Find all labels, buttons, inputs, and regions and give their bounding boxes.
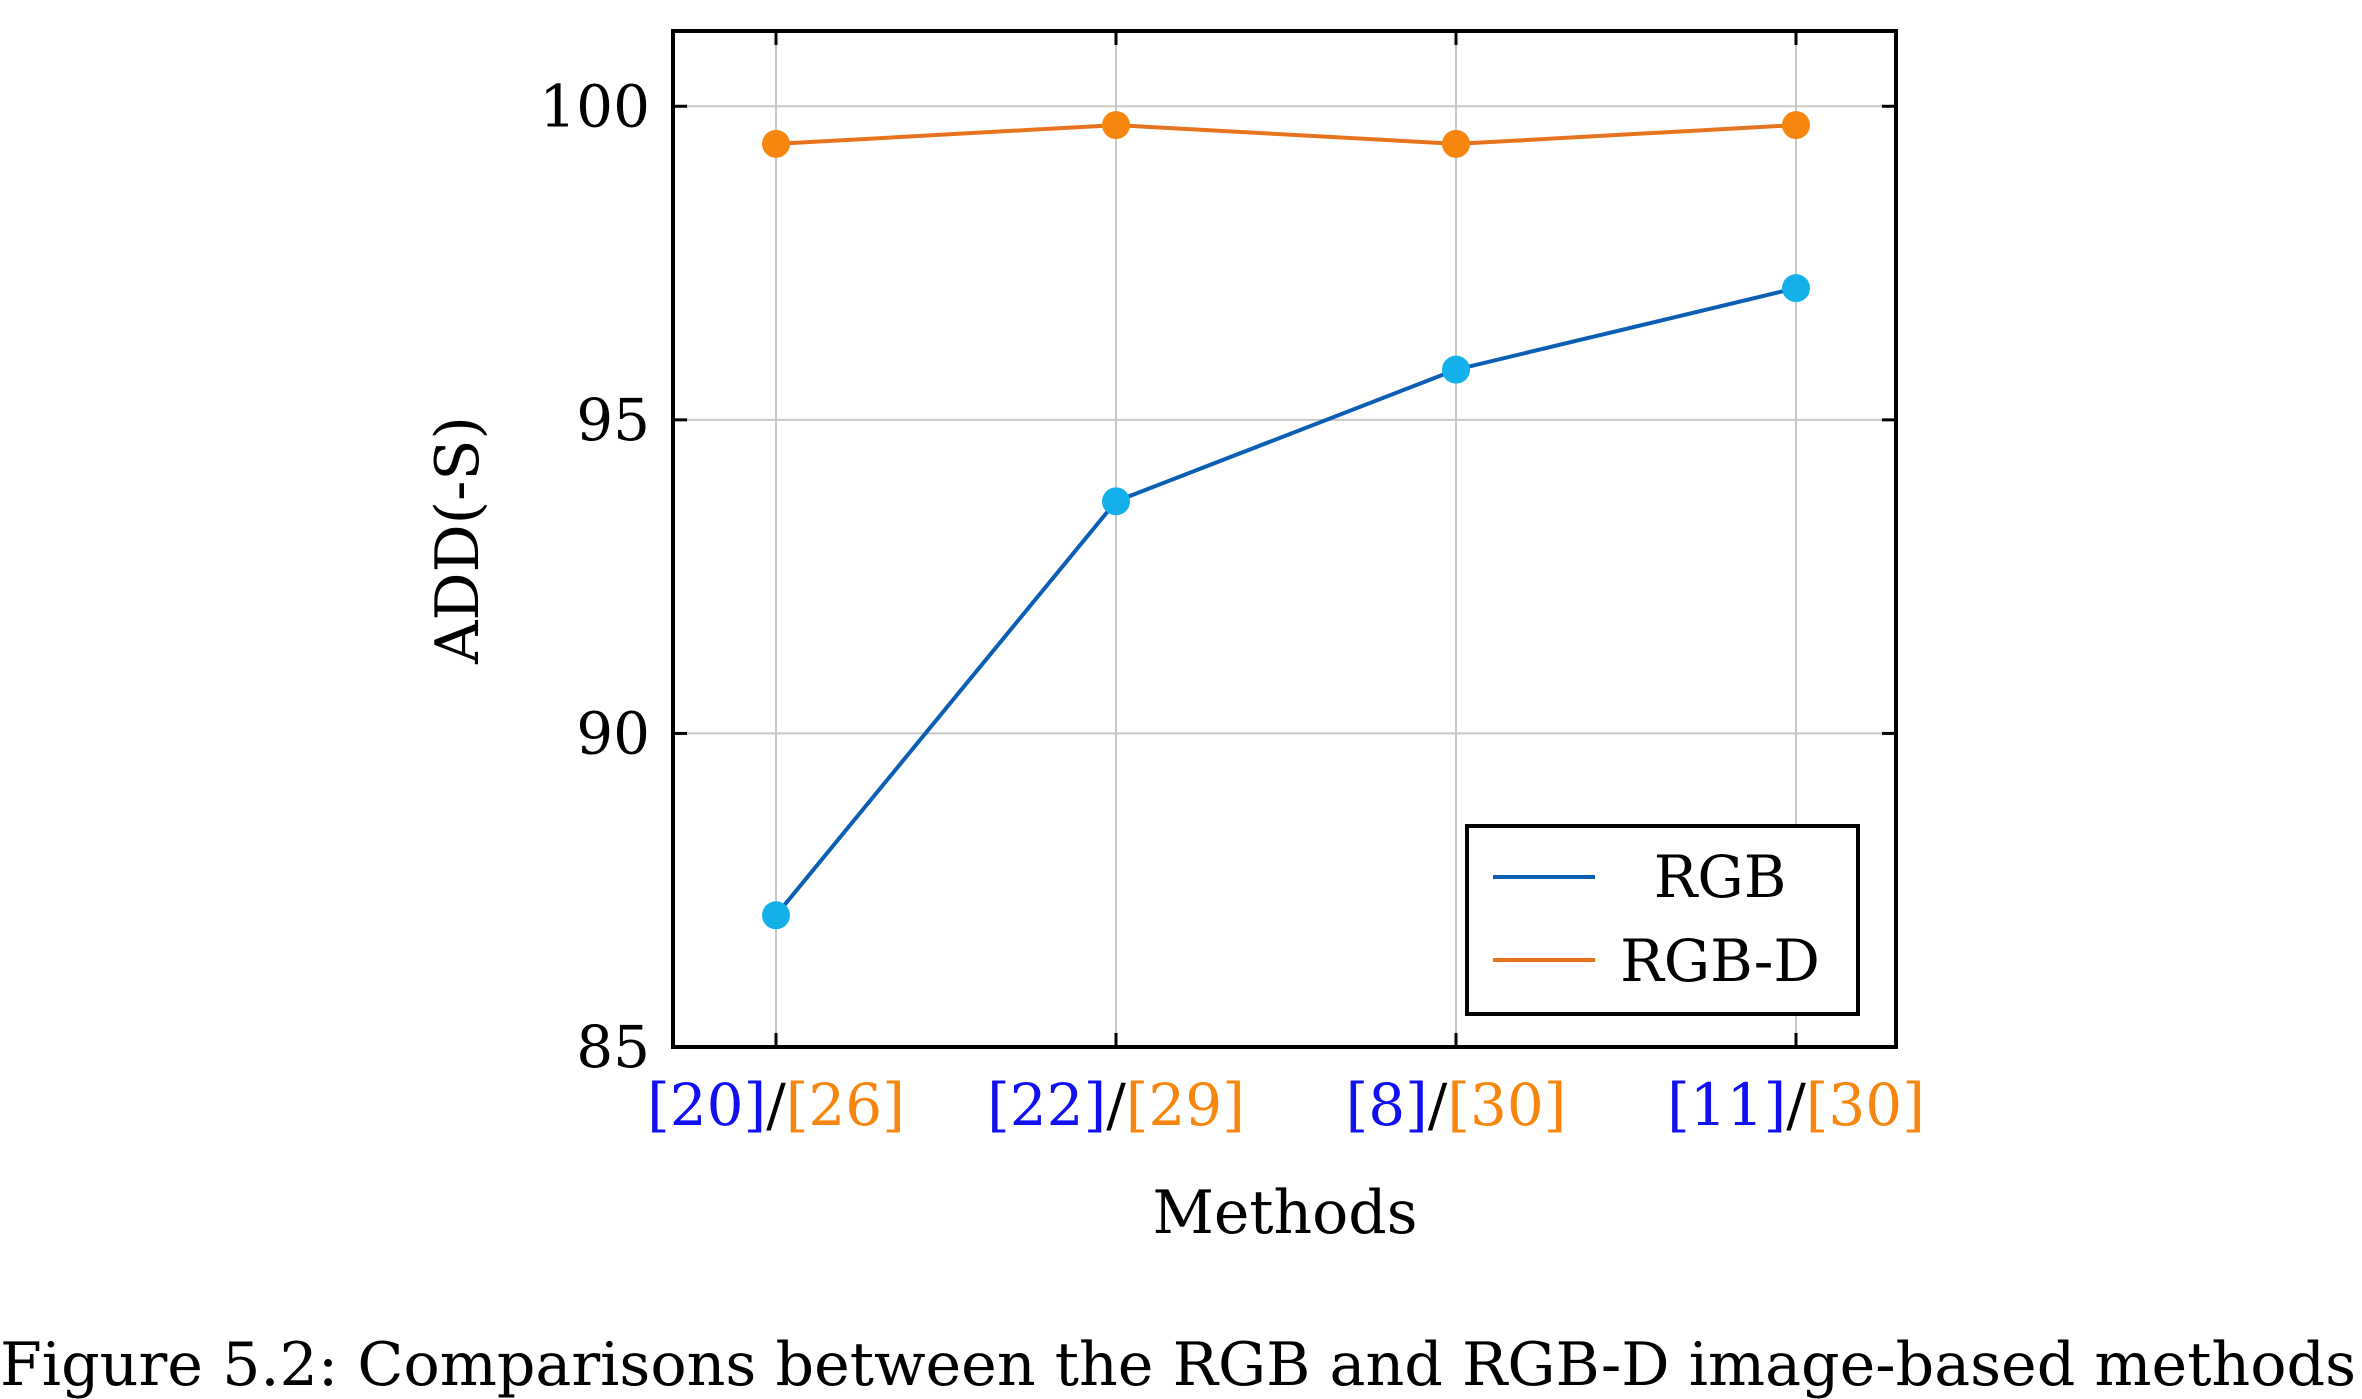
y-axis-ticks: 85 90 95 100 <box>539 72 1896 1081</box>
x-tick-label-part-3-2: [30] <box>1806 1071 1925 1139</box>
legend-label-rgb: RGB <box>1654 843 1787 911</box>
data-point-RGB-D-1 <box>1102 111 1130 140</box>
x-tick-label-1: [22]/[29] <box>987 1071 1245 1139</box>
x-tick-label-part-3-1: / <box>1786 1071 1806 1139</box>
legend-label-rgb-d: RGB-D <box>1620 927 1820 995</box>
y-tick-label-85: 85 <box>576 1013 650 1081</box>
x-tick-label-2: [8]/[30] <box>1346 1071 1567 1139</box>
x-tick-label-part-2-2: [30] <box>1447 1071 1566 1139</box>
series-line-RGB <box>774 286 1797 917</box>
x-tick-label-part-2-0: [8] <box>1346 1071 1428 1139</box>
x-axis-title: Methods <box>1152 1178 1417 1248</box>
y-tick-label-100: 100 <box>539 72 650 140</box>
x-tick-label-part-0-2: [26] <box>786 1071 905 1139</box>
legend: RGB RGB-D <box>1465 824 1860 1016</box>
x-tick-label-part-0-1: / <box>766 1071 786 1139</box>
data-point-RGB-D-2 <box>1442 129 1470 158</box>
plot-frame <box>671 29 1898 1049</box>
data-point-RGB-0 <box>762 901 790 930</box>
x-tick-label-part-1-1: / <box>1106 1071 1126 1139</box>
series-line-RGB-D <box>775 123 1797 146</box>
x-tick-label-part-2-1: / <box>1428 1071 1448 1139</box>
data-point-RGB-3 <box>1782 274 1810 303</box>
x-axis-ticks: [20]/[26] [22]/[29] [8]/[30] [11]/[30] <box>647 31 1925 1139</box>
x-tick-label-part-1-0: [22] <box>987 1071 1106 1139</box>
data-point-RGB-D-3 <box>1782 111 1810 140</box>
y-axis-title: ADD(-S) <box>423 416 493 665</box>
x-tick-label-3: [11]/[30] <box>1667 1071 1925 1139</box>
x-tick-label-part-3-0: [11] <box>1667 1071 1786 1139</box>
series <box>762 111 1810 930</box>
legend-box <box>1465 824 1860 1016</box>
x-tick-label-0: [20]/[26] <box>647 1071 905 1139</box>
data-point-RGB-D-0 <box>762 129 790 158</box>
data-point-RGB-2 <box>1442 355 1470 384</box>
data-point-RGB-1 <box>1102 487 1130 516</box>
grid <box>673 31 1896 1048</box>
x-tick-label-part-0-0: [20] <box>647 1071 766 1139</box>
y-tick-label-90: 90 <box>576 699 650 767</box>
y-tick-label-95: 95 <box>576 386 650 454</box>
figure-caption: Figure 5.2: Comparisons between the RGB … <box>0 1330 2356 1399</box>
x-tick-label-part-1-2: [29] <box>1126 1071 1245 1139</box>
